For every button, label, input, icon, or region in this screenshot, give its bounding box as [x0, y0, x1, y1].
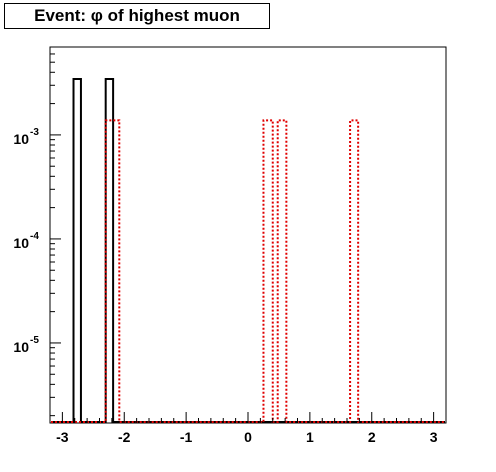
y-tick-label: 10: [13, 131, 29, 147]
x-tick-label: -1: [180, 429, 193, 445]
y-tick-label: 10: [13, 235, 29, 251]
axis-layer: -3 -2 -1 0 1 2 310-310-410-5: [13, 46, 447, 445]
x-tick-label: -3: [56, 429, 69, 445]
series-outline: [51, 77, 445, 423]
y-tick-label: 10: [13, 339, 29, 355]
series-0: [51, 77, 445, 423]
series-1: [51, 119, 445, 423]
y-tick-exponent: -3: [30, 127, 39, 138]
chart-title: Event: φ of highest muon: [34, 6, 240, 25]
x-tick-label: -2: [118, 429, 131, 445]
histogram-bar: [106, 79, 113, 422]
x-tick-label: 2: [368, 429, 376, 445]
y-tick-exponent: -4: [30, 231, 39, 242]
x-tick-label: 1: [306, 429, 314, 445]
x-tick-label: 0: [244, 429, 252, 445]
chart-title-box: Event: φ of highest muon: [4, 3, 270, 29]
series-outline: [51, 119, 445, 423]
histogram-bar: [74, 79, 81, 422]
series-layer: [51, 77, 445, 423]
histogram-bar: [263, 120, 272, 422]
histogram-bar: [350, 120, 358, 422]
y-tick-exponent: -5: [30, 335, 39, 346]
plot-frame: [49, 46, 447, 424]
histogram-bar: [278, 120, 287, 422]
x-tick-label: 3: [430, 429, 438, 445]
